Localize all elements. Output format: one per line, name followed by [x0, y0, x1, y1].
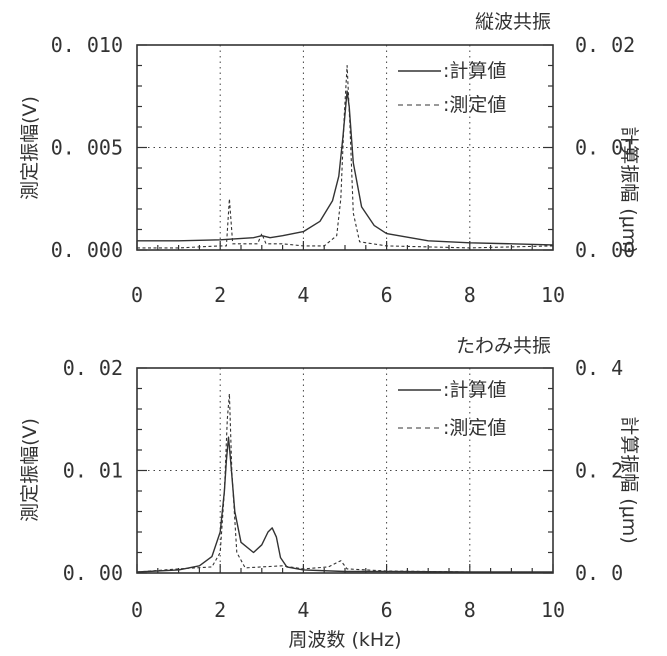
- x-tick-label: 8: [464, 598, 476, 622]
- x-tick-label: 2: [214, 283, 226, 307]
- x-tick-label: 8: [464, 283, 476, 307]
- chart-panel-1: 0 2 4 6 8 10 0. 000 0. 005 0. 010 0. 00 0. 01 0. 02…: [19, 11, 640, 307]
- x-tick-label: 10: [541, 283, 565, 307]
- x-tick-label: 0: [131, 283, 143, 307]
- chart-title: 縦波共振: [475, 11, 551, 33]
- legend-label-measured: :測定値: [443, 94, 506, 116]
- y2-tick-label: 0. 01: [575, 136, 635, 160]
- y2-tick-label: 0. 0: [575, 561, 623, 585]
- y2-axis-label: 計算振幅 (μm): [618, 416, 640, 543]
- legend-label-measured: :測定値: [443, 417, 506, 439]
- y-axis-label: 測定振幅(V): [19, 96, 41, 200]
- y-tick-label: 0. 02: [63, 356, 123, 380]
- x-tick-label: 10: [541, 598, 565, 622]
- y2-tick-label: 0. 00: [575, 238, 635, 262]
- y-tick-label: 0. 01: [63, 459, 123, 483]
- series-line-calculated: [137, 90, 554, 246]
- y2-tick-label: 0. 4: [575, 356, 623, 380]
- series-line-measured: [136, 393, 553, 573]
- y2-axis-label: 計算振幅 (μm): [618, 126, 640, 253]
- y-tick-label: 0. 00: [63, 561, 123, 585]
- x-tick-label: 2: [214, 598, 226, 622]
- legend-label-calculated: :計算値: [443, 379, 506, 401]
- chart-panel-2: 0 2 4 6 8 10 0. 00 0. 01 0. 02 0. 0 0. 2 0. 4 測定振幅(V…: [19, 335, 640, 651]
- y-tick-label: 0. 010: [51, 33, 123, 57]
- y-tick-label: 0. 005: [51, 136, 123, 160]
- x-tick-label: 4: [297, 283, 309, 307]
- x-tick-label: 6: [381, 283, 393, 307]
- x-axis-label: 周波数 (kHz): [288, 629, 401, 651]
- series-line-calculated: [136, 436, 553, 573]
- y2-tick-label: 0. 02: [575, 33, 635, 57]
- y-axis-label: 測定振幅(V): [19, 418, 41, 522]
- x-tick-label: 4: [297, 598, 309, 622]
- legend-label-calculated: :計算値: [443, 60, 506, 82]
- series-line-measured: [137, 64, 554, 249]
- y2-tick-label: 0. 2: [575, 459, 623, 483]
- x-tick-label: 0: [131, 598, 143, 622]
- chart-title: たわみ共振: [456, 335, 551, 357]
- y-tick-label: 0. 000: [51, 238, 123, 262]
- x-tick-label: 6: [381, 598, 393, 622]
